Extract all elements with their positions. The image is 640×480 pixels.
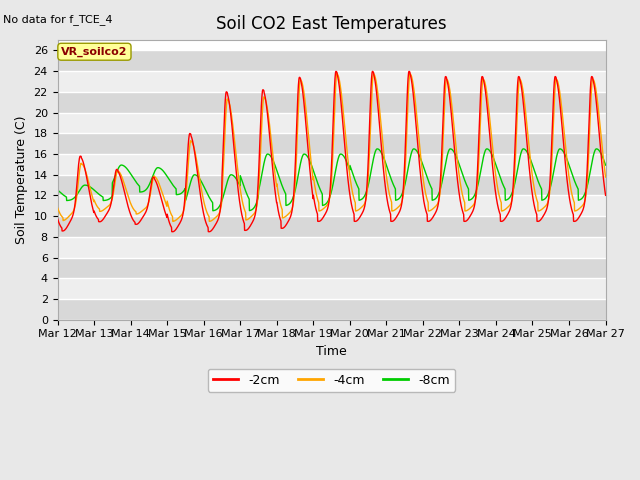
Bar bbox=[58, 71, 605, 92]
Bar bbox=[58, 216, 605, 237]
Bar bbox=[58, 278, 605, 299]
Bar bbox=[58, 195, 605, 216]
Y-axis label: Soil Temperature (C): Soil Temperature (C) bbox=[15, 116, 28, 244]
Bar bbox=[58, 113, 605, 133]
Bar bbox=[58, 299, 605, 320]
Bar bbox=[58, 154, 605, 175]
Title: Soil CO2 East Temperatures: Soil CO2 East Temperatures bbox=[216, 15, 447, 33]
Bar bbox=[58, 237, 605, 258]
Bar bbox=[58, 175, 605, 195]
Text: No data for f_TCE_4: No data for f_TCE_4 bbox=[3, 14, 113, 25]
Legend: -2cm, -4cm, -8cm: -2cm, -4cm, -8cm bbox=[208, 369, 455, 392]
Text: VR_soilco2: VR_soilco2 bbox=[61, 47, 128, 57]
Bar bbox=[58, 50, 605, 71]
Bar bbox=[58, 258, 605, 278]
Bar bbox=[58, 92, 605, 113]
X-axis label: Time: Time bbox=[316, 345, 347, 358]
Bar bbox=[58, 133, 605, 154]
